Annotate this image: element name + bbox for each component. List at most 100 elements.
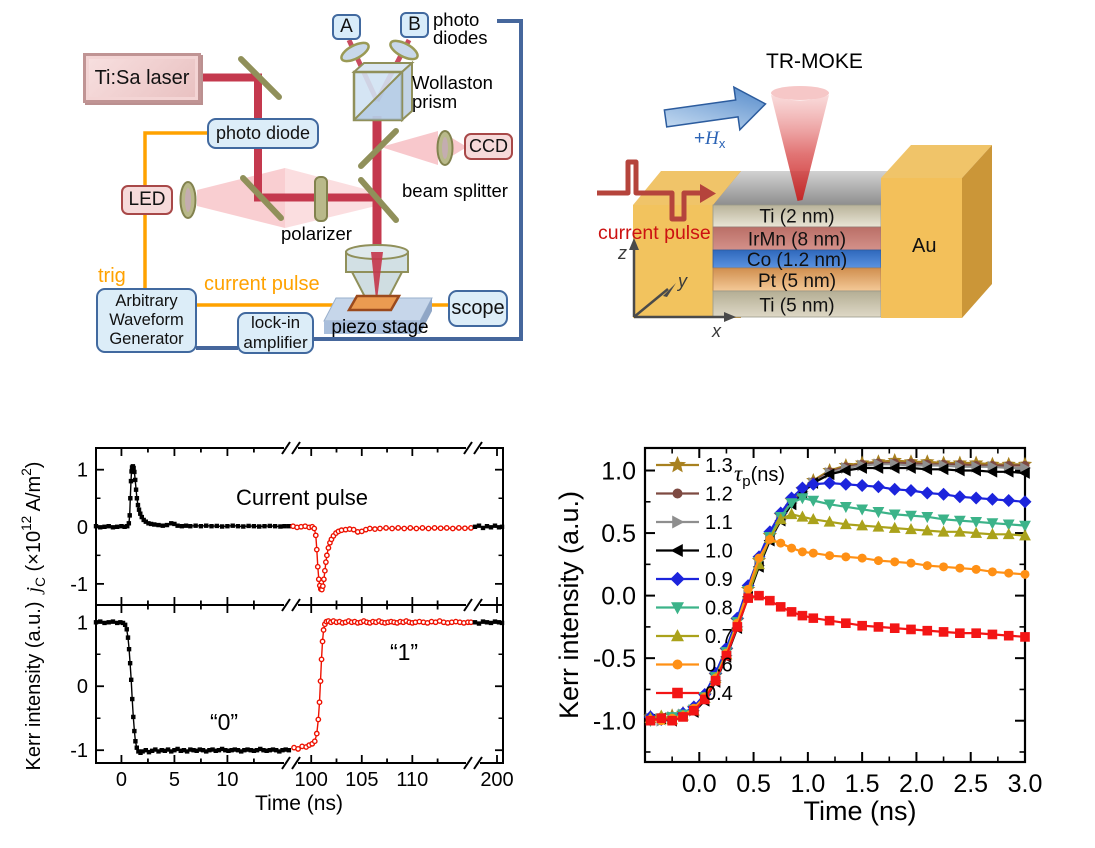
marker-square <box>169 749 174 754</box>
plot-frame <box>95 604 504 764</box>
probe-laser-top <box>771 86 829 100</box>
piezo-stage-front <box>324 321 420 334</box>
marker-circle-open <box>419 525 426 531</box>
marker-tri-down <box>807 495 820 507</box>
y-tick-label: 0.0 <box>601 583 636 611</box>
marker-diamond <box>871 480 885 494</box>
marker-diamond <box>1018 495 1032 509</box>
pulse-duration-chart: 0.0 0.5 1.0 1.5 2.0 2.5 3.0 1.0 0.5 0.0 -0.5 -1.0 1.… <box>554 446 1042 826</box>
marker-tri-down <box>986 518 999 530</box>
marker-circle-open <box>317 678 324 685</box>
x-tick-label: 2.0 <box>899 770 934 798</box>
marker-square <box>1003 630 1014 641</box>
marker-square <box>484 524 490 529</box>
marker-square <box>699 694 710 705</box>
marker-square <box>476 523 482 528</box>
legend-entry-0.9: 0.9 <box>656 569 733 591</box>
photo-diodes-label-2: diodes <box>433 27 488 48</box>
axis-break-slash <box>463 756 473 770</box>
marker-tri-left <box>969 464 981 477</box>
y-tick-label: -1.0 <box>593 708 636 736</box>
marker-square <box>672 687 683 699</box>
marker-circle <box>672 488 683 499</box>
marker-tri-up <box>671 629 684 642</box>
marker-circle-open <box>315 576 322 583</box>
z-axis-arrowhead <box>629 238 639 250</box>
marker-square <box>194 748 199 754</box>
marker-circle <box>797 547 807 557</box>
marker-square <box>133 739 138 744</box>
marker-square <box>127 661 133 666</box>
marker-circle-open <box>468 619 474 626</box>
marker-diamond <box>953 490 967 504</box>
photo-diode-b-label: B <box>408 14 421 36</box>
marker-circle-open <box>312 532 319 539</box>
right-electrode-front <box>881 178 962 318</box>
marker-circle-open <box>407 525 414 531</box>
marker-square <box>209 524 214 529</box>
marker-tri-right <box>672 515 685 529</box>
ccd-label: CCD <box>469 136 508 157</box>
y-tick-label: 1 <box>77 612 88 634</box>
marker-square <box>172 748 177 753</box>
field-label: +Hx <box>694 128 726 151</box>
marker-tri-left <box>937 463 949 476</box>
marker-square <box>282 524 287 529</box>
piezo-stage-side <box>420 298 432 334</box>
ccd-pickoff-mirror <box>358 128 399 169</box>
marker-diamond <box>985 492 999 506</box>
z-axis-label: z <box>617 243 627 263</box>
tisa-laser-label: Ti:Sa laser <box>94 66 190 89</box>
marker-square <box>128 478 134 484</box>
pd-a-lens <box>340 41 370 63</box>
legend-entry-0.7: 0.7 <box>656 626 733 648</box>
y-tick-label: 1 <box>77 460 88 482</box>
y-tick-label: 0 <box>77 517 88 539</box>
marker-circle-open <box>316 699 323 706</box>
photo-diode-a-box: A <box>332 14 361 40</box>
marker-circle-open <box>462 525 468 532</box>
marker-tri-up <box>1019 529 1031 541</box>
wollaston-prism-side <box>401 60 413 123</box>
marker-tri-down <box>937 514 950 526</box>
marker-square <box>152 522 157 527</box>
marker-square <box>98 525 103 530</box>
marker-tri-up <box>888 521 901 533</box>
marker-square <box>128 496 133 501</box>
marker-diamond <box>888 482 902 496</box>
marker-square <box>225 524 230 529</box>
legend-entry-1.0: 1.0 <box>656 541 733 563</box>
legend-label: 0.8 <box>705 598 733 620</box>
photo-diode-box: photo diode <box>207 118 319 149</box>
x-axis-label: Time (ns) <box>804 796 917 826</box>
marker-tri-left <box>1018 467 1030 479</box>
marker-square <box>198 524 204 529</box>
marker-circle <box>825 551 835 561</box>
marker-square <box>188 524 193 529</box>
marker-tri-up <box>905 523 917 535</box>
marker-diamond <box>823 476 837 490</box>
marker-circle-open <box>449 525 456 532</box>
marker-circle <box>873 556 883 566</box>
marker-circle <box>765 534 775 544</box>
layer-label-ti2: Ti (2 nm) <box>759 207 834 228</box>
marker-tri-down <box>970 517 983 529</box>
y-axis-label: jC (×1012 A/m2) <box>19 462 48 596</box>
marker-square <box>226 748 231 754</box>
marker-circle-open <box>323 552 330 559</box>
marker-tri-down <box>1002 519 1015 531</box>
marker-star <box>668 456 687 473</box>
axis-break-gap <box>284 600 298 610</box>
marker-square <box>277 749 282 754</box>
x-tick-label: 105 <box>345 769 378 791</box>
axis-break-slash <box>291 756 301 770</box>
axis-break-slash <box>463 441 473 455</box>
marker-tri-left <box>904 462 916 474</box>
marker-tri-left <box>921 463 933 476</box>
marker-tri-left <box>823 468 835 481</box>
scope-box: scope <box>448 290 508 327</box>
marker-circle-open <box>314 563 321 570</box>
marker-square <box>808 613 819 623</box>
x-tick-label: 5 <box>169 769 180 791</box>
scope-label: scope <box>451 297 505 319</box>
